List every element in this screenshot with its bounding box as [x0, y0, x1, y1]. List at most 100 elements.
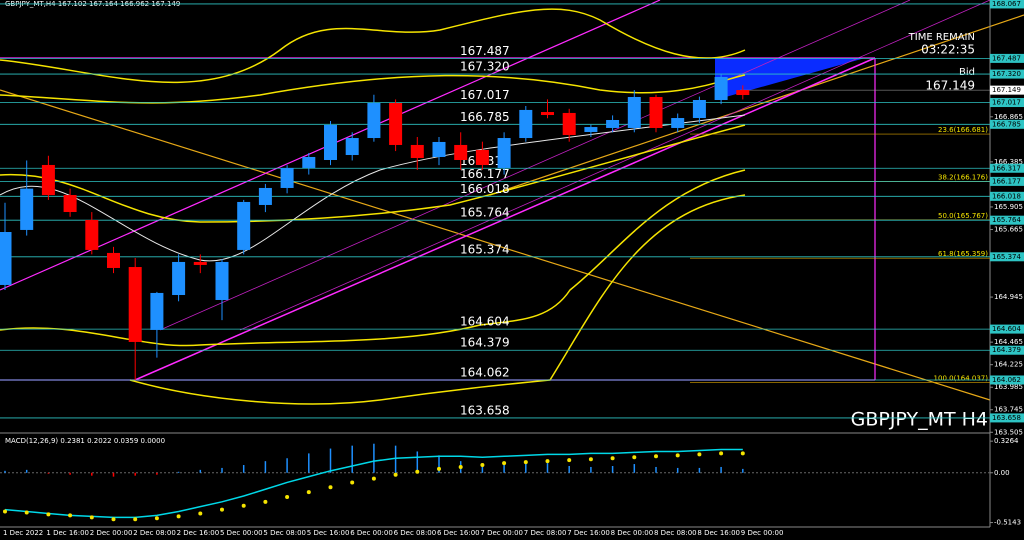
macd-signal-dot — [480, 463, 485, 468]
candle-body — [41, 164, 55, 196]
candle-body — [63, 195, 77, 213]
y-tick-label: 165.665 — [994, 225, 1023, 233]
y-tick-label: 164.465 — [994, 338, 1023, 346]
macd-signal-dot — [415, 469, 420, 474]
level-label: 164.604 — [460, 315, 510, 329]
macd-signal-dot — [588, 457, 593, 462]
candle-body — [410, 144, 424, 159]
level-box-label: 165.764 — [992, 216, 1021, 224]
macd-signal-dot — [198, 511, 203, 516]
level-box — [990, 98, 1024, 108]
candle-body — [367, 103, 381, 139]
bid-value: 167.149 — [925, 79, 975, 93]
macd-signal-dot — [567, 458, 572, 463]
y-tick-label: 164.945 — [994, 293, 1023, 301]
x-tick-label: 5 Dec 16:00 — [307, 529, 350, 537]
candle-body — [345, 138, 359, 156]
x-tick-label: 9 Dec 00:00 — [741, 529, 784, 537]
macd-signal-dot — [502, 461, 507, 466]
x-tick-label: 5 Dec 08:00 — [263, 529, 306, 537]
candle-body — [302, 156, 316, 168]
candle-body — [280, 167, 294, 188]
macd-signal-dot — [285, 494, 290, 499]
x-tick-label: 1 Dec 16:00 — [46, 529, 89, 537]
level-box — [990, 413, 1024, 423]
x-tick-label: 7 Dec 08:00 — [524, 529, 567, 537]
y-tick-label: 166.385 — [994, 158, 1023, 166]
candle-body — [671, 118, 685, 128]
fib-label: 61.8(165.359) — [938, 250, 988, 258]
level-label: 167.487 — [460, 44, 510, 58]
y-tick-label: 163.985 — [994, 383, 1023, 391]
candle-body — [714, 76, 728, 100]
fib-label: 38.2(166.176) — [938, 173, 988, 181]
level-box — [990, 119, 1024, 129]
candle-body — [454, 144, 468, 160]
candle-body — [324, 124, 337, 160]
x-tick-label: 2 Dec 00:00 — [90, 529, 133, 537]
macd-signal-dot — [46, 512, 51, 517]
macd-signal-dot — [610, 456, 615, 461]
level-label: 165.374 — [460, 242, 510, 256]
bid-box-label: 167.149 — [992, 86, 1021, 94]
macd-signal-dot — [545, 459, 550, 464]
macd-signal-dot — [241, 503, 246, 508]
level-box — [990, 163, 1024, 173]
level-box — [990, 324, 1024, 334]
macd-signal-dot — [3, 509, 7, 514]
y-tick-label: 163.745 — [994, 406, 1023, 414]
candle-body — [606, 119, 620, 128]
level-box — [990, 252, 1024, 262]
macd-signal-dot — [220, 507, 224, 512]
channel-line — [159, 0, 911, 331]
level-box — [990, 69, 1024, 79]
x-tick-label: 6 Dec 08:00 — [394, 529, 437, 537]
level-box — [990, 375, 1024, 385]
level-box — [990, 345, 1024, 355]
fib-label: 23.6(166.681) — [938, 126, 988, 134]
triangle — [715, 58, 865, 100]
level-label: 165.764 — [460, 206, 510, 220]
band — [129, 194, 746, 405]
level-box-label: 164.379 — [992, 346, 1021, 354]
level-box-label: 165.374 — [992, 253, 1021, 261]
macd-signal-dot — [328, 485, 333, 490]
level-box — [990, 0, 1024, 9]
x-tick-label: 6 Dec 16:00 — [437, 529, 480, 537]
level-box-label: 167.320 — [992, 70, 1021, 78]
macd-signal-dot — [437, 466, 441, 471]
x-tick-label: 8 Dec 16:00 — [697, 529, 740, 537]
macd-signal-dot — [89, 515, 94, 520]
candle-body — [541, 112, 554, 116]
candle-body — [432, 141, 446, 157]
x-tick-label: 2 Dec 08:00 — [133, 529, 176, 537]
level-label: 167.017 — [460, 88, 510, 102]
candle-body — [475, 149, 489, 165]
candle-body — [692, 99, 706, 119]
y-tick-label: 165.905 — [994, 203, 1023, 211]
macd-signal-dot — [719, 451, 724, 456]
level-box-label: 166.785 — [992, 120, 1021, 128]
candle-body — [258, 187, 272, 205]
band — [0, 124, 746, 223]
level-box — [990, 215, 1024, 225]
level-box — [990, 191, 1024, 201]
time-remain: 03:22:35 — [921, 43, 975, 57]
candle-body — [519, 109, 533, 139]
macd-signal-dot — [697, 452, 702, 457]
channel-line — [239, 0, 991, 331]
band — [0, 8, 746, 84]
level-label: 164.379 — [460, 336, 510, 350]
candle-body — [627, 96, 641, 128]
fib-label: 50.0(165.767) — [938, 212, 988, 220]
macd-signal-dot — [111, 517, 116, 522]
x-tick-label: 8 Dec 08:00 — [654, 529, 697, 537]
candle-body — [0, 232, 12, 285]
time-remain-label: TIME REMAIN — [908, 32, 975, 43]
candle-body — [649, 96, 663, 128]
macd-y-tick-label: 0.00 — [994, 469, 1010, 477]
bid-label: Bid — [959, 67, 975, 78]
candle-body — [150, 292, 164, 330]
